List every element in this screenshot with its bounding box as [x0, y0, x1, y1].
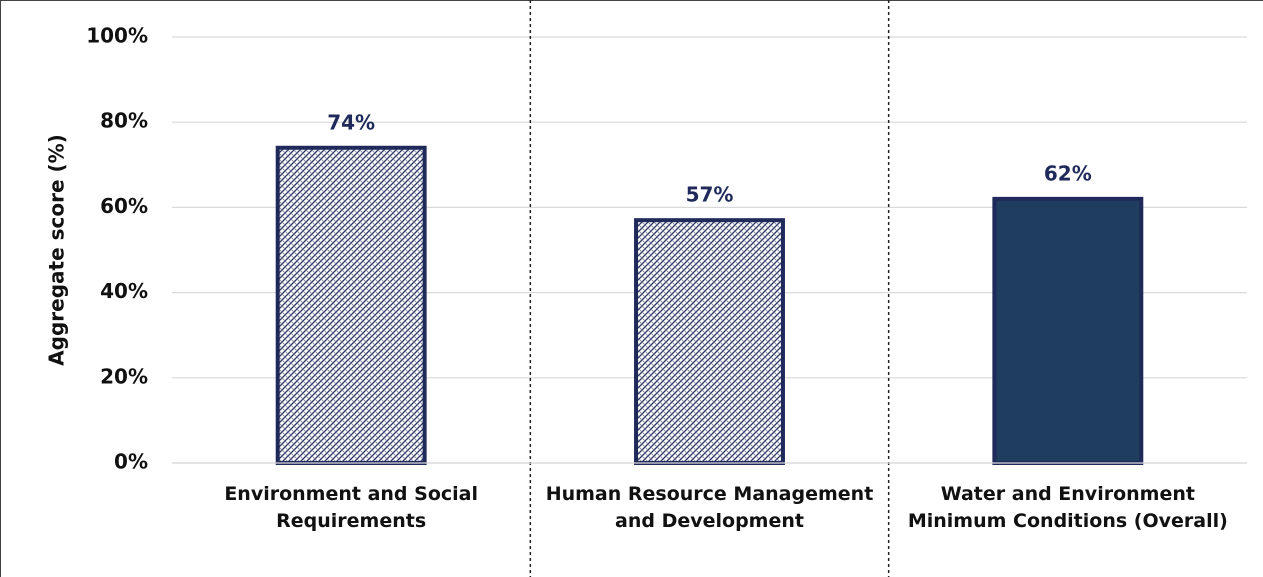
x-tick-label-box: Human Resource Management and Developmen…	[545, 483, 874, 532]
bar	[992, 196, 1144, 465]
y-tick-label: 80%	[100, 109, 148, 133]
data-label: 57%	[686, 183, 734, 207]
x-tick-label-box: Environment and Social Requirements	[224, 483, 478, 532]
x-tick-label: Water and Environment Minimum Conditions…	[907, 483, 1228, 532]
bar	[275, 145, 427, 465]
y-tick-label: 100%	[86, 24, 148, 48]
y-tick-label: 0%	[114, 450, 148, 474]
bar	[634, 218, 785, 465]
data-label: 62%	[1044, 161, 1092, 185]
x-tick-label: Human Resource Management and Developmen…	[545, 483, 874, 532]
data-label: 74%	[327, 110, 375, 134]
y-tick-label: 40%	[100, 279, 148, 303]
y-tick-label: 60%	[100, 194, 148, 218]
y-axis-label: Aggregate score (%)	[45, 134, 69, 366]
x-tick-label: Environment and Social Requirements	[224, 483, 478, 532]
y-tick-label: 20%	[100, 364, 148, 388]
x-tick-label-box: Water and Environment Minimum Conditions…	[907, 483, 1228, 532]
